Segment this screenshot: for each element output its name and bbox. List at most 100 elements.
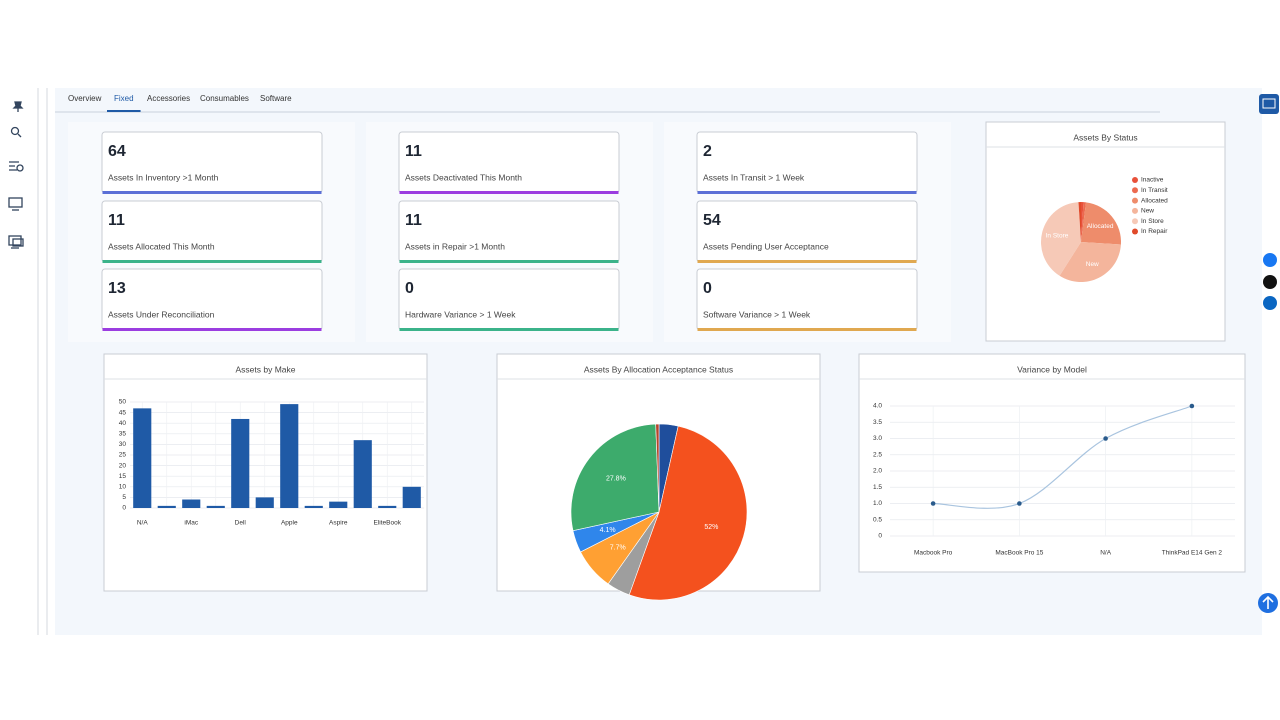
legend-label[interactable]: In Store	[1141, 218, 1164, 225]
kpi-card[interactable]	[101, 268, 323, 331]
legend-label[interactable]: In Transit	[1141, 187, 1168, 194]
line-point[interactable]	[1017, 501, 1022, 506]
y-tick-label: 2.0	[873, 468, 882, 475]
kpi-card-accent	[697, 328, 917, 331]
tab[interactable]: Software	[260, 94, 292, 103]
kpi-card[interactable]	[101, 131, 323, 194]
kpi-card[interactable]	[398, 200, 620, 263]
kpi-card-accent	[102, 260, 322, 263]
kpi-value: 11	[108, 212, 125, 229]
devices-icon[interactable]	[8, 235, 22, 246]
tab[interactable]: Consumables	[200, 94, 249, 103]
kpi-card[interactable]	[696, 131, 918, 194]
x-button[interactable]	[1263, 275, 1277, 289]
bar[interactable]	[329, 501, 348, 508]
pie-slice	[628, 425, 748, 601]
kpi-value: 0	[405, 280, 414, 297]
x-tick-label: ThinkPad E14 Gen 2	[1162, 550, 1223, 557]
kpi-card-accent	[399, 328, 619, 331]
pie-slice	[1081, 202, 1087, 242]
right-rail	[1258, 94, 1279, 613]
x-tick-label: Apple	[281, 520, 298, 527]
legend-swatch	[1132, 228, 1138, 235]
y-tick-label: 1.0	[873, 500, 882, 507]
legend-swatch	[1132, 207, 1138, 214]
bar[interactable]	[182, 499, 201, 508]
y-tick-label: 50	[119, 399, 127, 406]
bar[interactable]	[378, 505, 397, 508]
pin-icon[interactable]	[12, 101, 24, 112]
linkedin-button[interactable]	[1263, 296, 1277, 310]
tab[interactable]: Accessories	[147, 94, 190, 103]
kpi-card-accent	[399, 191, 619, 194]
line-point[interactable]	[930, 501, 936, 506]
kpi-value: 0	[703, 280, 712, 297]
y-tick-label: 0	[878, 533, 882, 540]
x-tick-label: N/A	[1100, 550, 1112, 557]
bar[interactable]	[402, 486, 421, 508]
bar[interactable]	[255, 497, 274, 508]
x-tick-label: MacBook Pro 15	[995, 550, 1043, 557]
kpi-card-accent	[697, 191, 917, 194]
kpi-label: Assets in Repair >1 Month	[405, 241, 505, 251]
bar[interactable]	[157, 505, 176, 508]
kpi-card[interactable]	[398, 131, 620, 194]
y-tick-label: 0.5	[873, 516, 882, 523]
tab[interactable]: Overview	[68, 94, 102, 103]
kpi-card-accent	[399, 260, 619, 263]
bar[interactable]	[280, 404, 299, 508]
slice-label: 52%	[704, 524, 718, 531]
bar[interactable]	[231, 418, 250, 508]
bar[interactable]	[353, 440, 372, 508]
y-tick-label: 30	[119, 441, 127, 448]
y-tick-label: 2.5	[873, 451, 882, 458]
pie-slice	[1041, 202, 1081, 276]
widget-button[interactable]	[1259, 94, 1279, 114]
pie-slice	[1081, 202, 1121, 245]
chart-title: Assets by Make	[236, 364, 296, 374]
kpi-card[interactable]	[696, 268, 918, 331]
bar[interactable]	[304, 505, 323, 508]
y-tick-label: 10	[119, 484, 127, 491]
tab[interactable]: Fixed	[114, 94, 134, 103]
kpi-card[interactable]	[398, 268, 620, 331]
y-tick-label: 5	[122, 494, 126, 501]
y-tick-label: 4.0	[873, 403, 882, 410]
monitor-icon[interactable]	[8, 197, 23, 208]
kpi-label: Assets Under Reconciliation	[108, 309, 215, 319]
legend-label[interactable]: Allocated	[1141, 197, 1168, 204]
line-series	[933, 405, 1193, 509]
chart-panel	[858, 353, 1246, 573]
legend-label[interactable]: Inactive	[1141, 177, 1164, 184]
y-tick-label: 1.5	[873, 484, 882, 491]
legend-label[interactable]: In Repair	[1141, 228, 1168, 235]
line-point[interactable]	[1103, 436, 1108, 441]
pie-slice	[1059, 242, 1121, 282]
legend-swatch	[1132, 187, 1138, 194]
y-tick-label: 35	[119, 431, 127, 438]
y-tick-label: 3.5	[873, 419, 882, 426]
kpi-card-accent	[697, 260, 917, 263]
line-point[interactable]	[1189, 403, 1195, 409]
kpi-value: 11	[405, 143, 422, 160]
bar[interactable]	[206, 505, 225, 508]
list-icon[interactable]	[9, 161, 19, 171]
x-tick-label: N/A	[137, 520, 149, 527]
facebook-button[interactable]	[1263, 253, 1277, 267]
y-tick-label: 45	[119, 409, 127, 416]
kpi-value: 2	[703, 143, 712, 160]
bar[interactable]	[133, 408, 152, 508]
kpi-card-accent	[102, 328, 322, 331]
x-tick-label: Macbook Pro	[914, 550, 953, 557]
slice-label: Allocated	[1087, 223, 1114, 230]
search-icon[interactable]	[10, 126, 20, 136]
kpi-value: 54	[703, 212, 721, 229]
widget-icon	[1262, 98, 1276, 109]
slice-label: New	[1086, 261, 1099, 268]
sidebar-icons	[8, 101, 24, 249]
kpi-card[interactable]	[696, 200, 918, 263]
legend-label[interactable]: New	[1141, 208, 1154, 215]
kpi-card[interactable]	[101, 200, 323, 263]
slice-label: In Store	[1046, 233, 1069, 240]
